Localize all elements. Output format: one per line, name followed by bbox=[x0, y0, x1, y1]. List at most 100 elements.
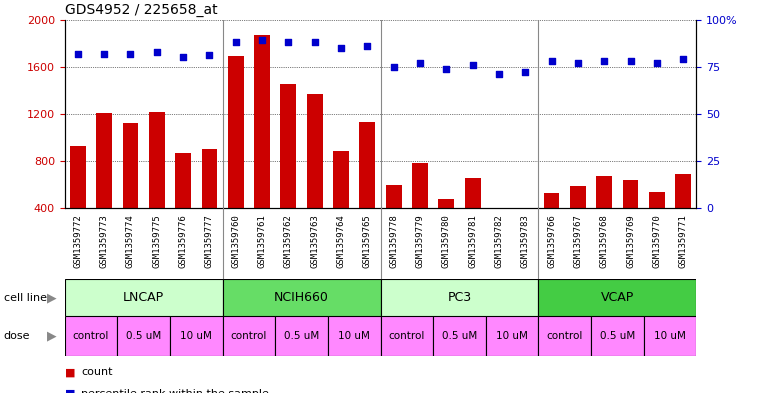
Point bbox=[203, 52, 215, 59]
Text: GSM1359763: GSM1359763 bbox=[310, 214, 319, 268]
Text: control: control bbox=[73, 331, 109, 341]
Text: ■: ■ bbox=[65, 367, 75, 377]
Bar bbox=[328, 316, 380, 356]
Text: percentile rank within the sample: percentile rank within the sample bbox=[81, 389, 269, 393]
Bar bbox=[597, 176, 612, 208]
Bar bbox=[644, 316, 696, 356]
Bar bbox=[543, 193, 559, 208]
Bar bbox=[622, 180, 638, 208]
Text: ■: ■ bbox=[65, 389, 75, 393]
Text: 10 uM: 10 uM bbox=[180, 331, 212, 341]
Text: LNCAP: LNCAP bbox=[123, 291, 164, 304]
Point bbox=[282, 39, 295, 46]
Text: 0.5 uM: 0.5 uM bbox=[600, 331, 635, 341]
Point bbox=[414, 60, 426, 66]
Bar bbox=[117, 316, 170, 356]
Bar bbox=[486, 316, 539, 356]
Point bbox=[309, 39, 321, 46]
Text: GSM1359776: GSM1359776 bbox=[179, 214, 188, 268]
Text: GSM1359781: GSM1359781 bbox=[468, 214, 477, 268]
Text: GSM1359765: GSM1359765 bbox=[363, 214, 372, 268]
Text: dose: dose bbox=[4, 331, 30, 341]
Bar bbox=[675, 174, 691, 208]
Point bbox=[546, 58, 558, 64]
Bar bbox=[539, 316, 591, 356]
Text: GSM1359762: GSM1359762 bbox=[284, 214, 293, 268]
Bar bbox=[465, 178, 480, 208]
Text: GSM1359779: GSM1359779 bbox=[416, 214, 425, 268]
Text: GSM1359768: GSM1359768 bbox=[600, 214, 609, 268]
Bar bbox=[149, 112, 164, 208]
Bar bbox=[491, 208, 507, 218]
Bar bbox=[591, 316, 644, 356]
Bar bbox=[202, 149, 218, 208]
Point bbox=[572, 60, 584, 66]
Text: GSM1359773: GSM1359773 bbox=[100, 214, 109, 268]
Text: GDS4952 / 225658_at: GDS4952 / 225658_at bbox=[65, 3, 218, 17]
Text: GSM1359777: GSM1359777 bbox=[205, 214, 214, 268]
Point bbox=[625, 58, 637, 64]
Text: 0.5 uM: 0.5 uM bbox=[126, 331, 161, 341]
Point bbox=[177, 54, 189, 61]
Text: GSM1359774: GSM1359774 bbox=[126, 214, 135, 268]
Bar bbox=[359, 122, 375, 208]
Bar bbox=[433, 316, 486, 356]
Text: GSM1359775: GSM1359775 bbox=[152, 214, 161, 268]
Bar bbox=[254, 35, 270, 208]
Bar bbox=[275, 316, 328, 356]
Text: GSM1359783: GSM1359783 bbox=[521, 214, 530, 268]
Bar bbox=[307, 94, 323, 208]
Text: GSM1359771: GSM1359771 bbox=[679, 214, 688, 268]
Bar bbox=[223, 279, 380, 316]
Text: 10 uM: 10 uM bbox=[654, 331, 686, 341]
Text: GSM1359767: GSM1359767 bbox=[573, 214, 582, 268]
Bar bbox=[223, 316, 275, 356]
Bar bbox=[333, 151, 349, 208]
Text: GSM1359769: GSM1359769 bbox=[626, 214, 635, 268]
Point bbox=[598, 58, 610, 64]
Text: NCIH660: NCIH660 bbox=[274, 291, 329, 304]
Bar bbox=[281, 84, 296, 208]
Text: control: control bbox=[389, 331, 425, 341]
Bar bbox=[123, 123, 139, 208]
Point bbox=[361, 43, 374, 49]
Bar bbox=[175, 153, 191, 208]
Point bbox=[677, 56, 689, 62]
Bar bbox=[380, 279, 539, 316]
Bar bbox=[228, 56, 244, 208]
Bar bbox=[539, 279, 696, 316]
Text: GSM1359780: GSM1359780 bbox=[442, 214, 451, 268]
Point bbox=[124, 50, 136, 57]
Text: GSM1359761: GSM1359761 bbox=[257, 214, 266, 268]
Text: 0.5 uM: 0.5 uM bbox=[442, 331, 477, 341]
Text: GSM1359772: GSM1359772 bbox=[73, 214, 82, 268]
Text: control: control bbox=[546, 331, 583, 341]
Point bbox=[98, 50, 110, 57]
Bar bbox=[380, 316, 433, 356]
Text: GSM1359770: GSM1359770 bbox=[652, 214, 661, 268]
Point bbox=[151, 49, 163, 55]
Point bbox=[651, 60, 663, 66]
Text: ▶: ▶ bbox=[47, 291, 57, 304]
Bar bbox=[65, 279, 223, 316]
Point bbox=[519, 69, 531, 75]
Bar bbox=[170, 316, 223, 356]
Text: 10 uM: 10 uM bbox=[338, 331, 370, 341]
Bar bbox=[386, 185, 402, 208]
Text: ▶: ▶ bbox=[47, 329, 57, 343]
Bar bbox=[65, 316, 117, 356]
Bar bbox=[517, 208, 533, 213]
Text: GSM1359764: GSM1359764 bbox=[336, 214, 345, 268]
Text: 10 uM: 10 uM bbox=[496, 331, 528, 341]
Text: GSM1359778: GSM1359778 bbox=[389, 214, 398, 268]
Text: control: control bbox=[231, 331, 267, 341]
Bar bbox=[96, 113, 112, 208]
Text: GSM1359766: GSM1359766 bbox=[547, 214, 556, 268]
Bar bbox=[649, 192, 665, 208]
Text: VCAP: VCAP bbox=[600, 291, 634, 304]
Text: cell line: cell line bbox=[4, 293, 47, 303]
Point bbox=[440, 66, 452, 72]
Bar bbox=[438, 199, 454, 208]
Point bbox=[230, 39, 242, 46]
Point bbox=[335, 45, 347, 51]
